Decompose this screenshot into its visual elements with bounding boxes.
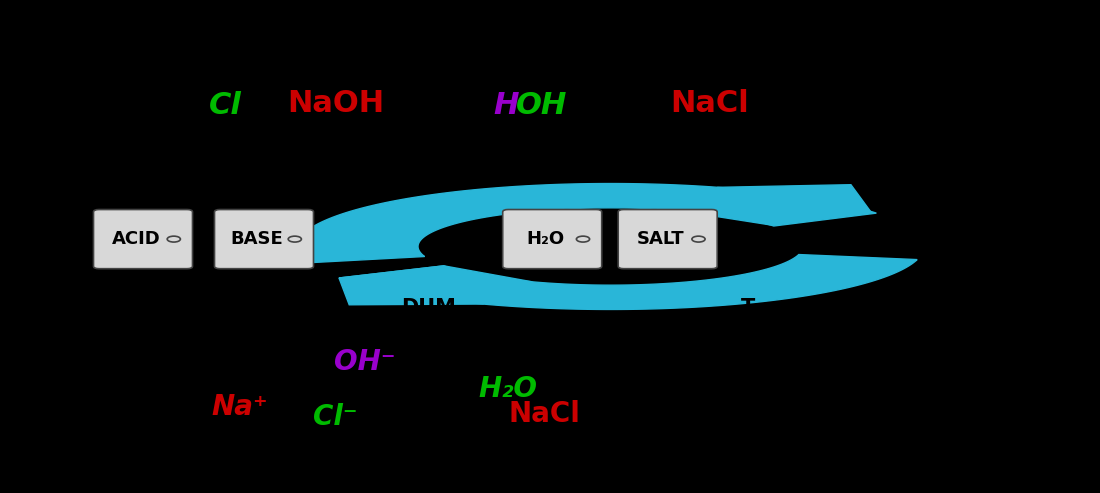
Text: OH⁻: OH⁻ bbox=[334, 349, 396, 376]
Text: H₂O: H₂O bbox=[526, 230, 564, 248]
FancyBboxPatch shape bbox=[214, 210, 314, 269]
Text: Cl: Cl bbox=[209, 92, 242, 120]
Polygon shape bbox=[297, 183, 877, 263]
FancyBboxPatch shape bbox=[94, 210, 192, 269]
Text: ACID: ACID bbox=[111, 230, 161, 248]
Text: Na⁺: Na⁺ bbox=[211, 393, 268, 421]
Text: SALT: SALT bbox=[637, 230, 684, 248]
Text: Cl⁻: Cl⁻ bbox=[314, 403, 358, 430]
Text: DUM: DUM bbox=[402, 298, 456, 318]
Polygon shape bbox=[339, 266, 532, 305]
Text: NaCl: NaCl bbox=[670, 89, 749, 118]
FancyBboxPatch shape bbox=[503, 210, 602, 269]
Polygon shape bbox=[676, 185, 870, 225]
FancyBboxPatch shape bbox=[618, 210, 717, 269]
Text: T: T bbox=[741, 298, 755, 318]
Text: H: H bbox=[493, 92, 519, 120]
Polygon shape bbox=[339, 254, 917, 310]
Text: NaCl: NaCl bbox=[508, 400, 581, 428]
Text: OH: OH bbox=[516, 92, 566, 120]
Text: BASE: BASE bbox=[231, 230, 284, 248]
Text: NaOH: NaOH bbox=[287, 89, 384, 118]
Text: H₂O: H₂O bbox=[478, 376, 538, 403]
